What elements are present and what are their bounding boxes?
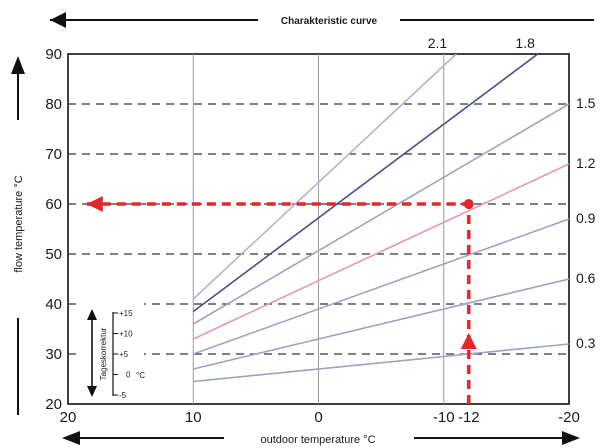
series-line bbox=[192, 54, 457, 300]
y-tick-label: 60 bbox=[45, 196, 62, 213]
example-point bbox=[463, 199, 474, 209]
curve-labels: 2.1 1.8 1.5 1.2 0.9 0.6 0.3 bbox=[428, 35, 596, 351]
series-line bbox=[192, 54, 539, 313]
curve-label-right: 0.9 bbox=[576, 210, 596, 226]
correction-arrow-down bbox=[87, 386, 97, 397]
tick-labels: 20 30 40 50 60 70 80 90 20 10 0 -10 -12 -20 bbox=[45, 46, 580, 426]
y-tick-label: 30 bbox=[45, 346, 62, 363]
x-axis-title: outdoor temperature °C bbox=[260, 434, 375, 446]
y-tick-label: 70 bbox=[45, 146, 62, 163]
correction-tick-label: +15 bbox=[119, 309, 133, 318]
series-line bbox=[192, 103, 569, 325]
curve-label-right: 0.3 bbox=[576, 335, 596, 351]
series-line bbox=[192, 163, 569, 340]
day-correction-scale: Tageskorrektur +15 +10 +5 0 -5 °C bbox=[80, 303, 145, 400]
correction-tick-label: 0 bbox=[126, 371, 131, 380]
x-tick-label: 0 bbox=[314, 409, 322, 426]
curve-label-top: 2.1 bbox=[428, 35, 448, 51]
x-axis-arrow bbox=[62, 430, 580, 446]
example-arrow-up bbox=[460, 333, 477, 349]
grid-lines bbox=[68, 54, 569, 404]
correction-unit: °C bbox=[136, 371, 145, 380]
curve-label-top: 1.8 bbox=[515, 35, 535, 51]
correction-tick-label: +10 bbox=[119, 330, 133, 339]
correction-arrow-up bbox=[87, 309, 97, 320]
example-arrow-left bbox=[86, 196, 103, 212]
series-lines bbox=[192, 54, 569, 383]
header-arrow bbox=[50, 12, 594, 28]
series-line bbox=[193, 278, 569, 370]
y-tick-label: 20 bbox=[45, 396, 62, 413]
series-line bbox=[193, 218, 569, 355]
curve-label-right: 1.5 bbox=[576, 95, 596, 111]
y-tick-label: 50 bbox=[45, 246, 62, 263]
y-tick-label: 90 bbox=[45, 46, 62, 63]
curve-label-right: 0.6 bbox=[576, 270, 596, 286]
y-tick-label: 40 bbox=[45, 296, 62, 313]
example-reading bbox=[86, 196, 477, 404]
y-axis-title: flow temperature °C bbox=[13, 175, 25, 272]
x-tick-label: -20 bbox=[558, 409, 580, 426]
x-tick-label: 20 bbox=[60, 409, 77, 426]
y-tick-label: 80 bbox=[45, 96, 62, 113]
x-tick-label: -12 bbox=[458, 409, 480, 426]
correction-tick-label: +5 bbox=[119, 350, 129, 359]
curve-label-right: 1.2 bbox=[576, 155, 596, 171]
y-axis-arrow bbox=[10, 56, 28, 415]
chart-title: Charakteristic curve bbox=[281, 16, 378, 27]
correction-tick-label: -5 bbox=[119, 391, 127, 400]
correction-label: Tageskorrektur bbox=[99, 327, 108, 380]
x-tick-label: 10 bbox=[185, 409, 202, 426]
series-line bbox=[193, 343, 569, 383]
x-tick-label: -10 bbox=[433, 409, 455, 426]
